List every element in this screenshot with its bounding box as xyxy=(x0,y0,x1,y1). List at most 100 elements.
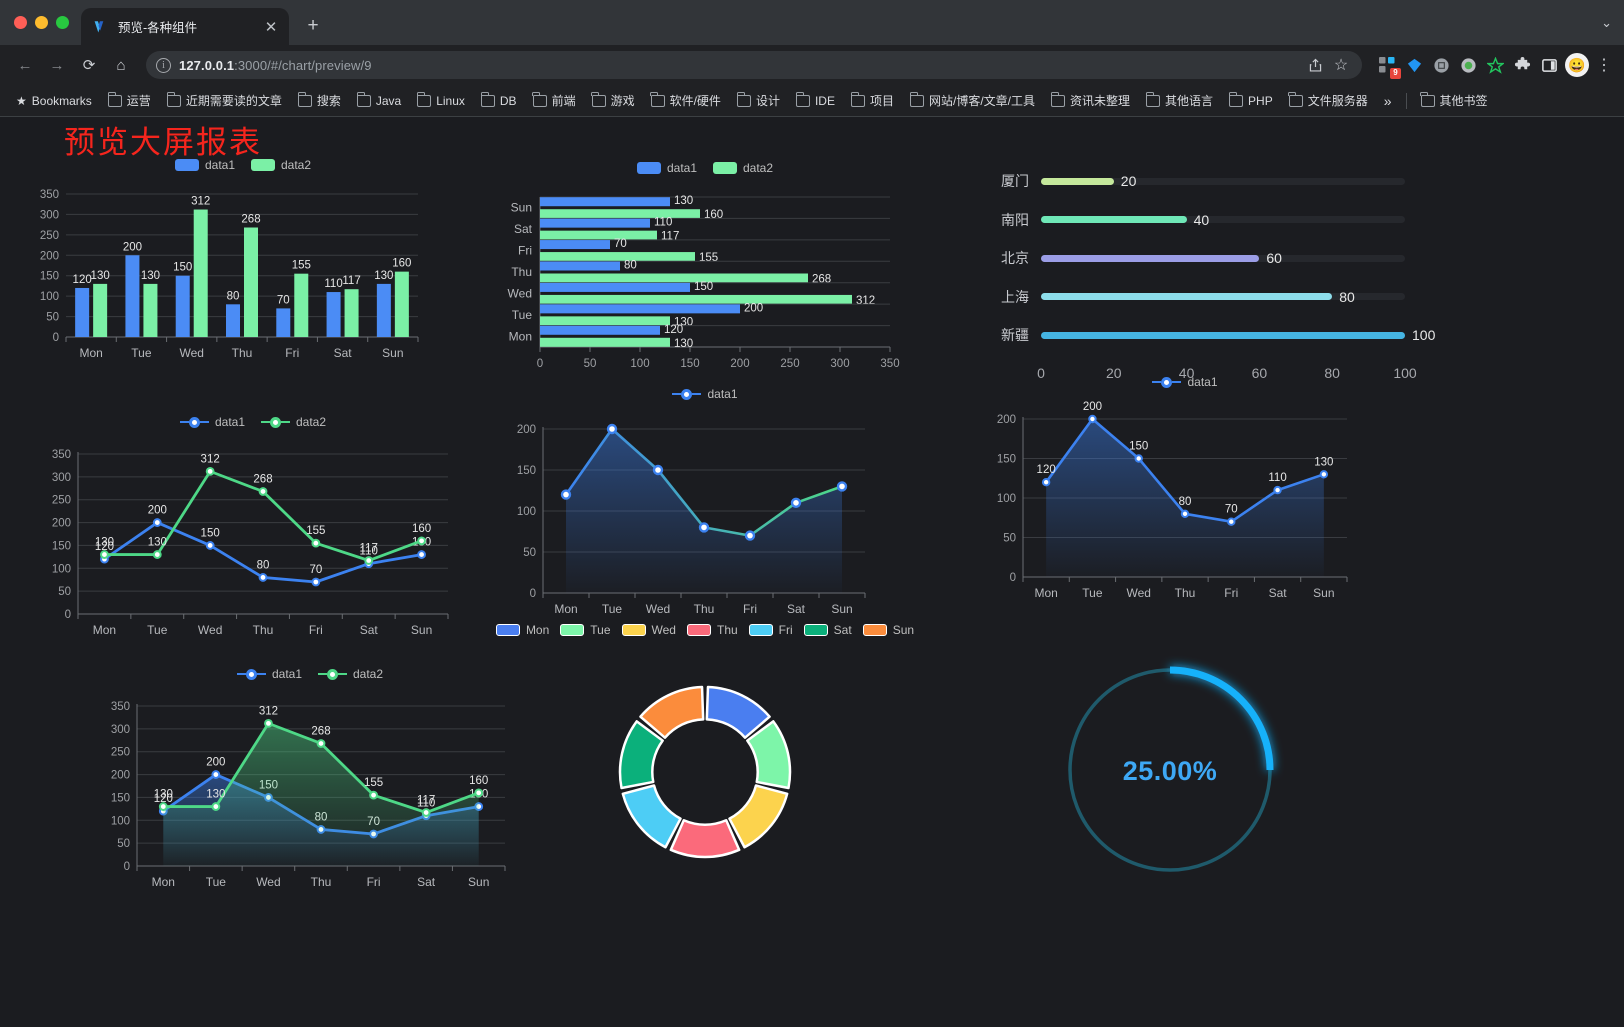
data-point[interactable] xyxy=(836,481,848,492)
bar-data1[interactable] xyxy=(75,287,90,337)
bar-data2[interactable] xyxy=(244,227,258,337)
puzzle-icon[interactable] xyxy=(1511,54,1533,76)
pie-slice-tue[interactable] xyxy=(746,720,792,790)
data-point[interactable] xyxy=(744,530,756,541)
browser-tab[interactable]: 预览-各种组件 ✕ xyxy=(81,8,289,45)
progress-row[interactable]: 南阳 40 xyxy=(985,201,1405,240)
bar-data1[interactable] xyxy=(540,282,690,292)
bar-data1[interactable] xyxy=(125,255,140,337)
legend-item-data1[interactable]: data1 xyxy=(174,158,235,172)
bar-data2[interactable] xyxy=(540,252,695,262)
bar-data1[interactable] xyxy=(175,275,190,337)
bar-data2[interactable] xyxy=(540,230,657,240)
data-point[interactable] xyxy=(606,423,618,435)
bar-data2[interactable] xyxy=(394,271,409,337)
data-point[interactable] xyxy=(364,556,374,565)
tab-search-chevron-down-icon[interactable]: ⌄ xyxy=(1601,14,1612,30)
data-point[interactable] xyxy=(698,522,710,533)
bookmark-star-icon[interactable]: ☆ xyxy=(1333,57,1349,74)
command-circle-icon[interactable] xyxy=(1430,54,1452,76)
bookmark-folder-7[interactable]: 游戏 xyxy=(585,89,642,112)
bar-data2[interactable] xyxy=(540,294,852,304)
data-point[interactable] xyxy=(258,573,268,582)
bookmark-folder-9[interactable]: 设计 xyxy=(730,89,787,112)
maximize-window-button[interactable] xyxy=(56,16,69,29)
data-point[interactable] xyxy=(652,464,664,476)
pie-slice-sun[interactable] xyxy=(639,685,705,739)
site-info-icon[interactable]: i xyxy=(156,57,171,73)
data-point[interactable] xyxy=(316,739,326,748)
bookmark-folder-6[interactable]: 前端 xyxy=(526,89,583,112)
data-point[interactable] xyxy=(152,550,162,559)
bookmark-folder-0[interactable]: 运营 xyxy=(101,89,158,112)
legend-item-tue[interactable]: Tue xyxy=(560,623,611,637)
data-point[interactable] xyxy=(474,788,484,798)
share-icon[interactable] xyxy=(1304,54,1326,76)
diamond-icon[interactable] xyxy=(1403,54,1425,76)
bar-data1[interactable] xyxy=(540,325,660,335)
extensions-grid-icon[interactable]: 9 xyxy=(1376,54,1401,79)
pie-slice-sat[interactable] xyxy=(618,720,664,790)
legend-item-fri[interactable]: Fri xyxy=(748,623,793,637)
data-point[interactable] xyxy=(258,487,268,496)
bar-data2[interactable] xyxy=(344,289,359,337)
line-gradient-chart[interactable]: 0 50 100 150 200 Mon Tue Wed Thu Fri Sat Sun xyxy=(495,401,915,635)
bar-data2[interactable] xyxy=(540,337,670,347)
bar-data1[interactable] xyxy=(226,304,240,337)
bookmark-folder-12[interactable]: 网站/博客/文章/工具 xyxy=(903,89,1042,112)
bookmarks-overflow-chevron-icon[interactable]: » xyxy=(1383,92,1392,109)
back-button[interactable]: ← xyxy=(17,56,33,74)
bar-data2[interactable] xyxy=(294,273,309,337)
bar-data1[interactable] xyxy=(376,283,391,337)
data-point[interactable] xyxy=(1319,470,1329,479)
green-dot-icon[interactable] xyxy=(1457,54,1479,76)
data-point[interactable] xyxy=(1180,509,1190,519)
data-point[interactable] xyxy=(790,497,802,509)
bookmark-manager-item[interactable]: ★ Bookmarks xyxy=(9,91,99,111)
bookmark-folder-10[interactable]: IDE xyxy=(789,91,842,111)
data-point[interactable] xyxy=(311,538,321,548)
data-point[interactable] xyxy=(211,802,221,811)
forward-button[interactable]: → xyxy=(49,56,65,74)
bar-data2[interactable] xyxy=(540,316,670,326)
bookmark-folder-16[interactable]: 文件服务器 xyxy=(1282,89,1375,112)
close-tab-button[interactable]: ✕ xyxy=(264,18,278,36)
data-point[interactable] xyxy=(1227,517,1236,526)
profile-avatar[interactable]: 😀 xyxy=(1565,53,1589,77)
pie-slice-mon[interactable] xyxy=(705,685,771,739)
bookmark-folder-8[interactable]: 软件/硬件 xyxy=(644,89,728,112)
bar-data2[interactable] xyxy=(93,283,108,337)
legend-item-sun[interactable]: Sun xyxy=(862,623,914,637)
data-point[interactable] xyxy=(1134,454,1143,463)
bar-data2[interactable] xyxy=(143,283,158,337)
pie-slice-thu[interactable] xyxy=(669,819,741,859)
area-dual-chart[interactable]: 0 50 100 150 200 250 300 350 Mon Tue Wed Thu Fri Sat S… xyxy=(85,681,535,906)
legend-item-thu[interactable]: Thu xyxy=(686,623,738,637)
bar-data2[interactable] xyxy=(540,273,808,283)
bar-data1[interactable] xyxy=(540,197,670,207)
legend-item-data2[interactable]: data2 xyxy=(713,161,773,175)
data-point[interactable] xyxy=(311,577,321,587)
bookmark-folder-3[interactable]: Java xyxy=(350,91,408,111)
data-point[interactable] xyxy=(152,518,162,527)
legend-item-data1[interactable]: data1 xyxy=(179,415,245,429)
data-point[interactable] xyxy=(1041,478,1051,487)
bookmark-folder-13[interactable]: 资讯未整理 xyxy=(1044,89,1137,112)
sidepanel-icon[interactable] xyxy=(1538,54,1560,76)
progress-row[interactable]: 厦门 20 xyxy=(985,162,1405,201)
home-button[interactable]: ⌂ xyxy=(116,56,126,74)
legend-item-mon[interactable]: Mon xyxy=(495,623,549,637)
new-tab-button[interactable]: + xyxy=(307,15,319,36)
green-star-icon[interactable] xyxy=(1484,54,1506,76)
pie-slice-fri[interactable] xyxy=(621,784,682,849)
bar-data2[interactable] xyxy=(193,209,208,337)
bar-data2[interactable] xyxy=(540,209,700,219)
data-point[interactable] xyxy=(1088,414,1097,424)
data-point[interactable] xyxy=(158,802,168,811)
bar-data1[interactable] xyxy=(540,240,610,250)
legend-item-data1[interactable]: data1 xyxy=(672,387,738,401)
legend-item-data2[interactable]: data2 xyxy=(318,667,383,681)
bookmark-folder-14[interactable]: 其他语言 xyxy=(1139,89,1220,112)
bar-vertical-chart[interactable]: 050100150200250300350Mon120130Tue200130W… xyxy=(18,172,468,384)
progress-row[interactable]: 北京 60 xyxy=(985,239,1405,278)
